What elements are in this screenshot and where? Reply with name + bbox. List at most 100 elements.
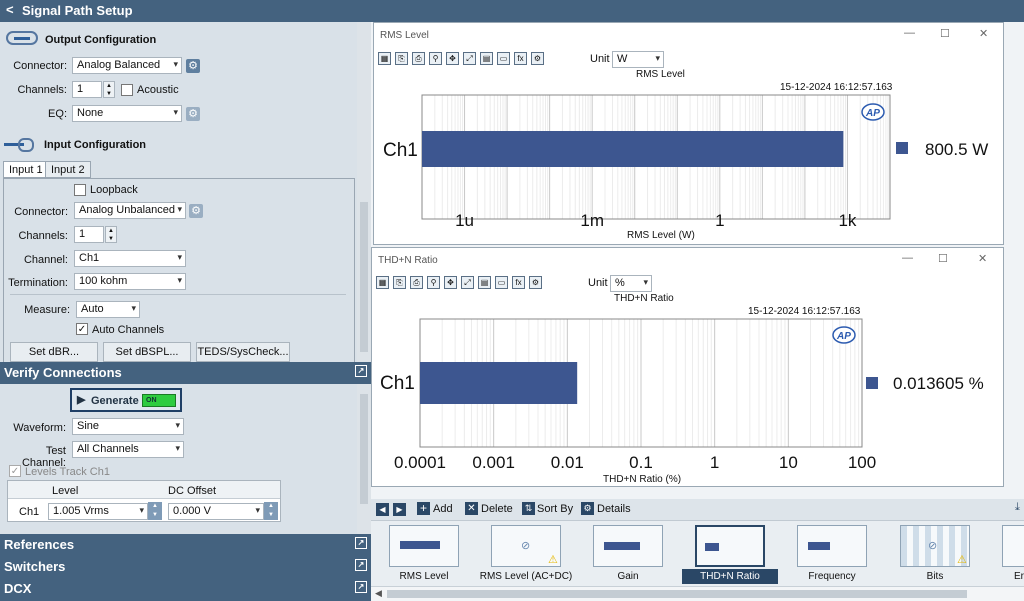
levels-track-checkbox[interactable]: ✓ xyxy=(9,465,21,477)
thumb-gain[interactable] xyxy=(593,525,663,567)
x-tick-label: 1k xyxy=(838,211,857,230)
sort-icon[interactable]: ⇅ xyxy=(522,502,535,515)
table-icon[interactable]: ▤ xyxy=(478,276,491,289)
rms-unit-select[interactable]: W xyxy=(612,51,664,68)
input-gear-icon[interactable]: ⚙ xyxy=(189,204,203,218)
delete-button[interactable]: Delete xyxy=(481,503,513,515)
expand-icon[interactable]: ↗ xyxy=(355,581,367,593)
input-connector-select[interactable]: Analog Unbalanced xyxy=(74,202,186,219)
verify-scrollbar[interactable] xyxy=(357,384,371,534)
first-icon[interactable]: ◀ xyxy=(376,503,389,516)
scroll-left-icon[interactable]: ◀ xyxy=(375,588,382,598)
test-channel-select[interactable]: All Channels xyxy=(72,441,184,458)
fit-icon[interactable]: ⤢ xyxy=(461,276,474,289)
maximize-icon[interactable]: ☐ xyxy=(938,253,948,265)
dropdown-icon[interactable]: ▭ xyxy=(495,276,508,289)
settings-icon[interactable]: ⚙ xyxy=(531,52,544,65)
thumb-rms-level[interactable] xyxy=(389,525,459,567)
output-channels-stepper[interactable]: ▲ ▼ xyxy=(103,81,115,98)
dc-offset-stepper[interactable]: ▲ ▼ xyxy=(264,502,278,520)
level-select[interactable]: 1.005 Vrms xyxy=(48,503,148,520)
input-channels-stepper[interactable]: ▲ ▼ xyxy=(105,226,117,243)
thumb-partial[interactable] xyxy=(1002,525,1024,567)
thd-legend-swatch xyxy=(866,377,878,389)
last-icon[interactable]: ▶ xyxy=(393,503,406,516)
on-toggle[interactable]: ON xyxy=(142,394,176,407)
input-channels-input[interactable]: 1 xyxy=(74,226,104,243)
thumb-bits[interactable]: ⊘ ⚠ xyxy=(900,525,970,567)
scroll-thumb[interactable] xyxy=(387,590,967,598)
dcx-header[interactable]: DCX ↗ xyxy=(0,578,371,601)
back-icon[interactable]: < xyxy=(6,2,14,17)
thumb-thd-ratio[interactable] xyxy=(695,525,765,567)
add-icon[interactable]: + xyxy=(417,502,430,515)
thd-unit-select[interactable]: % xyxy=(610,275,652,292)
close-icon[interactable]: ✕ xyxy=(978,253,988,265)
generate-button[interactable]: ▶ Generate ON xyxy=(70,388,182,412)
auto-channels-checkbox[interactable]: ✓ xyxy=(76,323,88,335)
tab-input-2[interactable]: Input 2 xyxy=(45,161,91,178)
expand-icon[interactable]: ↗ xyxy=(355,537,367,549)
left-scrollbar[interactable] xyxy=(357,22,371,362)
thumb-rms-acdc[interactable]: ⊘ ⚠ xyxy=(491,525,561,567)
details-icon[interactable]: ⚙ xyxy=(581,502,594,515)
dropdown-icon[interactable]: ▭ xyxy=(497,52,510,65)
layout-icon[interactable]: ▦ xyxy=(376,276,389,289)
acoustic-label: Acoustic xyxy=(137,84,179,96)
switchers-header[interactable]: Switchers ↗ xyxy=(0,556,371,578)
set-dbspl-button[interactable]: Set dBSPL... xyxy=(103,342,191,362)
horizontal-scrollbar[interactable]: ◀ xyxy=(371,586,1024,601)
channel-select[interactable]: Ch1 xyxy=(74,250,186,267)
eq-select[interactable]: None xyxy=(72,105,182,122)
loopback-checkbox[interactable] xyxy=(74,184,86,196)
x-tick-label: 0.1 xyxy=(629,453,653,472)
dc-offset-input[interactable]: 0.000 V xyxy=(168,503,264,520)
sort-by-button[interactable]: Sort By xyxy=(537,503,574,515)
verify-connections-header[interactable]: Verify Connections ↗ xyxy=(0,362,371,384)
acoustic-checkbox[interactable] xyxy=(121,84,133,96)
minimize-icon[interactable]: — xyxy=(902,252,913,264)
expand-icon[interactable]: ↗ xyxy=(355,365,367,377)
function-icon[interactable]: fx xyxy=(514,52,527,65)
add-button[interactable]: Add xyxy=(433,503,453,515)
minimize-icon[interactable]: — xyxy=(904,27,915,39)
print-icon[interactable]: ⎙ xyxy=(410,276,423,289)
layout-icon[interactable]: ▦ xyxy=(378,52,391,65)
test-channel-label: Test Channel: xyxy=(21,445,66,469)
delete-icon[interactable]: ✕ xyxy=(465,502,478,515)
close-icon[interactable]: ✕ xyxy=(979,28,989,40)
maximize-icon[interactable]: ☐ xyxy=(940,28,950,40)
thumb-frequency[interactable] xyxy=(797,525,867,567)
measure-select[interactable]: Auto xyxy=(76,301,140,318)
fit-icon[interactable]: ⤢ xyxy=(463,52,476,65)
rms-toolbar: ▦ ⎘ ⎙ ⚲ ✥ ⤢ ▤ ▭ fx ⚙ xyxy=(378,52,548,65)
waveform-select[interactable]: Sine xyxy=(72,418,184,435)
copy-icon[interactable]: ⎘ xyxy=(393,276,406,289)
set-dbr-button[interactable]: Set dBR... xyxy=(10,342,98,362)
pan-icon[interactable]: ✥ xyxy=(446,52,459,65)
table-icon[interactable]: ▤ xyxy=(480,52,493,65)
print-icon[interactable]: ⎙ xyxy=(412,52,425,65)
termination-select[interactable]: 100 kohm xyxy=(74,273,186,290)
expand-icon[interactable]: ↗ xyxy=(355,559,367,571)
details-button[interactable]: Details xyxy=(597,503,631,515)
zoom-icon[interactable]: ⚲ xyxy=(429,52,442,65)
settings-icon[interactable]: ⚙ xyxy=(529,276,542,289)
copy-icon[interactable]: ⎘ xyxy=(395,52,408,65)
eq-gear-icon[interactable]: ⚙ xyxy=(186,107,200,121)
references-header[interactable]: References ↗ xyxy=(0,534,371,556)
function-icon[interactable]: fx xyxy=(512,276,525,289)
output-connector-select[interactable]: Analog Balanced xyxy=(72,57,182,74)
rms-x-label: RMS Level (W) xyxy=(627,230,695,241)
tab-input-1[interactable]: Input 1 xyxy=(3,161,49,178)
level-stepper[interactable]: ▲ ▼ xyxy=(148,502,162,520)
download-icon[interactable]: ⤓ xyxy=(1015,501,1020,513)
gear-icon[interactable]: ⚙ xyxy=(186,59,200,73)
thd-window: THD+N Ratio — ☐ ✕ ▦ ⎘ ⎙ ⚲ ✥ ⤢ ▤ ▭ fx ⚙ Unit % THD… xyxy=(371,247,1004,487)
teds-syscheck-button[interactable]: TEDS/SysCheck... xyxy=(196,342,290,362)
levels-table: Level DC Offset Ch1 1.005 Vrms ▲▼ 0.000 … xyxy=(7,480,281,522)
pan-icon[interactable]: ✥ xyxy=(444,276,457,289)
input-connector-label: Connector: xyxy=(14,206,68,218)
zoom-icon[interactable]: ⚲ xyxy=(427,276,440,289)
output-channels-input[interactable]: 1 xyxy=(72,81,102,98)
